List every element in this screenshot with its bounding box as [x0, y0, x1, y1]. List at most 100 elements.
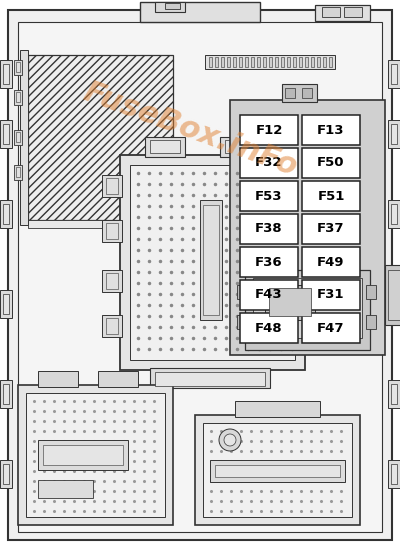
Bar: [38, 371, 78, 387]
Circle shape: [219, 429, 241, 451]
Bar: [388, 120, 400, 148]
Text: F51: F51: [317, 189, 345, 203]
Bar: [388, 60, 400, 88]
Bar: [230, 100, 385, 355]
Bar: [240, 148, 298, 178]
Bar: [239, 57, 242, 67]
Bar: [388, 290, 400, 318]
Text: F47: F47: [317, 322, 345, 334]
Bar: [269, 57, 272, 67]
Bar: [16, 167, 20, 177]
Bar: [302, 148, 360, 178]
Bar: [302, 88, 312, 98]
Bar: [302, 280, 360, 310]
Bar: [3, 294, 9, 314]
Bar: [307, 318, 319, 334]
Bar: [3, 64, 9, 84]
Text: F36: F36: [255, 255, 283, 268]
Bar: [237, 315, 247, 329]
Bar: [200, 200, 222, 320]
Bar: [245, 270, 370, 350]
Bar: [240, 214, 298, 244]
Bar: [282, 84, 317, 102]
Bar: [28, 220, 173, 228]
Text: F53: F53: [255, 189, 283, 203]
Bar: [269, 288, 311, 316]
Bar: [253, 278, 362, 338]
Bar: [240, 280, 298, 310]
Bar: [38, 440, 128, 470]
Bar: [14, 60, 22, 75]
Bar: [388, 460, 400, 488]
Bar: [287, 57, 290, 67]
Bar: [263, 57, 266, 67]
Bar: [210, 460, 345, 482]
Bar: [323, 57, 326, 67]
Bar: [302, 214, 360, 244]
Bar: [299, 57, 302, 67]
Bar: [240, 181, 298, 211]
Bar: [145, 137, 185, 157]
Bar: [322, 7, 340, 17]
Bar: [120, 155, 305, 370]
Bar: [303, 270, 323, 292]
Bar: [106, 318, 118, 334]
Bar: [366, 285, 376, 299]
Bar: [315, 5, 370, 21]
Bar: [302, 181, 360, 211]
Text: F13: F13: [317, 124, 345, 137]
Text: F32: F32: [255, 156, 283, 170]
Bar: [209, 57, 212, 67]
Bar: [307, 223, 319, 239]
Bar: [106, 178, 118, 194]
Bar: [344, 7, 362, 17]
Text: F37: F37: [317, 222, 345, 236]
Bar: [14, 90, 22, 105]
Bar: [18, 385, 173, 525]
Bar: [303, 220, 323, 242]
Bar: [203, 423, 352, 517]
Text: F48: F48: [255, 322, 283, 334]
Text: FuseBox.inFo: FuseBox.inFo: [79, 78, 301, 182]
Bar: [311, 57, 314, 67]
Bar: [303, 175, 323, 197]
Bar: [43, 445, 123, 465]
Bar: [233, 57, 236, 67]
Bar: [302, 247, 360, 277]
Text: F12: F12: [255, 124, 283, 137]
Bar: [391, 204, 397, 224]
Bar: [155, 2, 185, 12]
Bar: [130, 165, 295, 360]
Bar: [240, 247, 298, 277]
Bar: [98, 371, 138, 387]
Bar: [265, 285, 315, 320]
Bar: [14, 165, 22, 180]
Bar: [3, 464, 9, 484]
Bar: [275, 57, 278, 67]
Bar: [16, 132, 20, 142]
Bar: [102, 175, 122, 197]
Bar: [16, 62, 20, 72]
Bar: [391, 64, 397, 84]
Bar: [225, 140, 255, 153]
Bar: [303, 315, 323, 337]
Bar: [227, 57, 230, 67]
Bar: [155, 372, 265, 386]
Bar: [329, 57, 332, 67]
Bar: [165, 3, 180, 9]
Bar: [366, 315, 376, 329]
Bar: [3, 384, 9, 404]
Bar: [251, 57, 254, 67]
Bar: [102, 315, 122, 337]
Bar: [106, 223, 118, 239]
Bar: [150, 368, 270, 388]
Bar: [317, 57, 320, 67]
Bar: [285, 88, 295, 98]
Bar: [302, 115, 360, 145]
Bar: [388, 270, 400, 320]
Bar: [281, 57, 284, 67]
Bar: [388, 380, 400, 408]
Bar: [391, 124, 397, 144]
Bar: [237, 285, 247, 299]
Bar: [307, 273, 319, 289]
